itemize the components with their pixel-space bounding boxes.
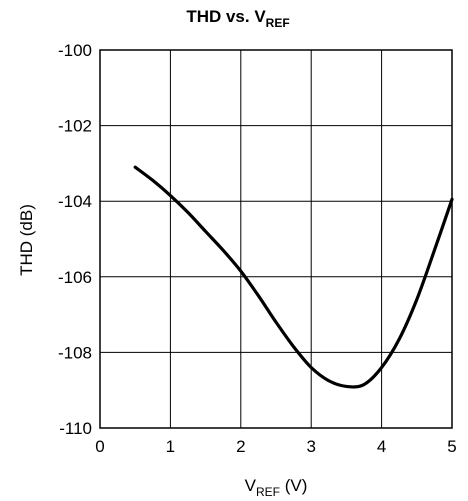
data-point-0-2 bbox=[169, 194, 172, 197]
data-point-0-11 bbox=[328, 379, 330, 382]
chart-title: THD vs. VREF bbox=[186, 7, 289, 30]
plot-area: 0 1 2 3 4 5 -100 -102 -104 -106 -108 -110 bbox=[58, 41, 457, 456]
y-tick-label-0: -100 bbox=[58, 41, 92, 60]
y-axis-label: THD (dB) bbox=[17, 204, 36, 276]
data-point-0-0 bbox=[134, 166, 136, 168]
plot-frame bbox=[99, 49, 453, 429]
data-point-0-9 bbox=[292, 345, 295, 348]
data-point-0-18 bbox=[451, 198, 453, 201]
data-point-0-6 bbox=[240, 270, 242, 272]
data-point-0-3 bbox=[187, 211, 189, 214]
chart-title-subscript: REF bbox=[266, 16, 290, 30]
data-point-0-17 bbox=[433, 249, 436, 252]
data-point-0-10 bbox=[310, 366, 313, 369]
x-axis-label-main: V bbox=[245, 476, 257, 495]
x-tick-label-3: 3 bbox=[306, 437, 315, 456]
y-tick-label-3: -106 bbox=[58, 268, 92, 287]
data-point-0-13 bbox=[363, 383, 365, 386]
data-point-0-8 bbox=[275, 321, 277, 323]
data-point-0-12 bbox=[345, 385, 348, 388]
data-point-0-16 bbox=[416, 298, 418, 301]
x-axis-label-subscript: REF bbox=[256, 485, 280, 499]
y-tick-label-1: -102 bbox=[58, 117, 92, 136]
chart-title-main: THD vs. V bbox=[186, 7, 266, 26]
y-tick-label-4: -108 bbox=[58, 343, 92, 362]
x-tick-label-1: 1 bbox=[166, 437, 175, 456]
x-tick-label-0: 0 bbox=[95, 437, 104, 456]
x-tick-label-4: 4 bbox=[377, 437, 386, 456]
x-axis-label-unit: (V) bbox=[280, 476, 307, 495]
x-tick-label-2: 2 bbox=[236, 437, 245, 456]
data-point-0-4 bbox=[204, 230, 207, 233]
x-axis-label: VREF (V) bbox=[245, 476, 308, 499]
y-tick-label-2: -104 bbox=[58, 192, 92, 211]
data-point-0-15 bbox=[398, 338, 401, 340]
data-point-0-5 bbox=[222, 249, 224, 252]
y-tick-label-5: -110 bbox=[59, 419, 92, 438]
data-point-0-1 bbox=[152, 179, 154, 182]
x-tick-label-5: 5 bbox=[447, 437, 456, 456]
data-point-0-7 bbox=[257, 294, 260, 297]
data-point-0-14 bbox=[380, 366, 383, 369]
